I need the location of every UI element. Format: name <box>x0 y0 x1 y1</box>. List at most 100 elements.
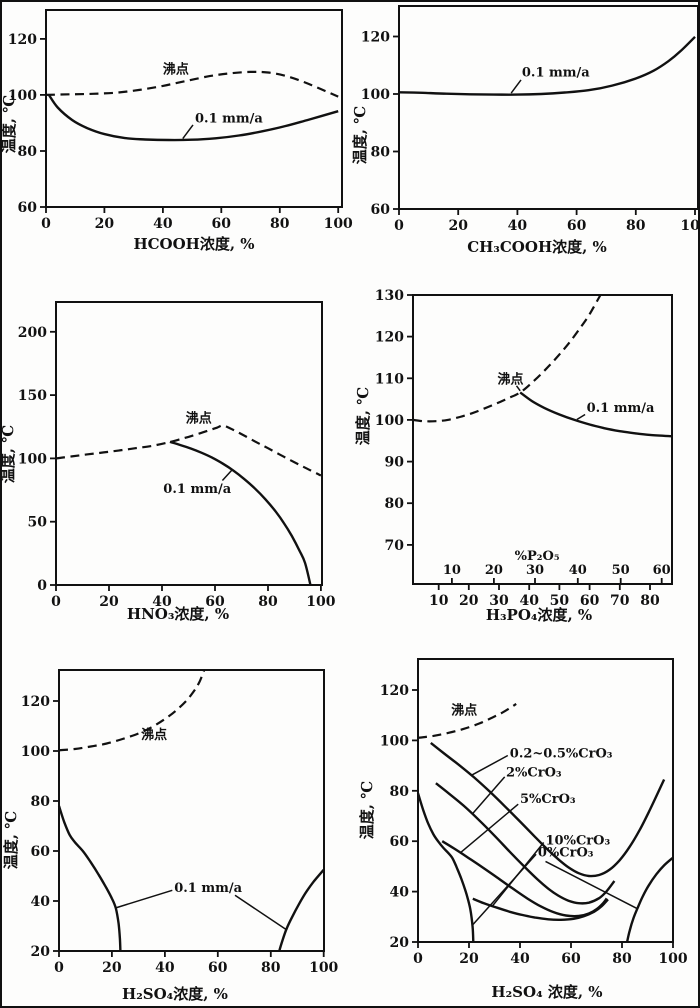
x-tick-label: 40 <box>153 216 173 232</box>
chart-h2so4-cro3: 0 20 40 60 80 10020406080100120沸点0.2~0.5%CrO₃… <box>358 658 688 1001</box>
x-tick-label: 20 <box>448 218 468 234</box>
x-tick-label: 40 <box>519 593 539 609</box>
x-tick-label: 50 <box>550 593 570 609</box>
x-tick-label: 20 <box>102 960 122 976</box>
x-axis-title: CH₃COOH浓度, % <box>467 238 607 256</box>
y-tick-label: 100 <box>361 87 390 103</box>
y-tick-label: 200 <box>18 325 47 341</box>
leader-line <box>221 469 233 482</box>
x-tick-label: 10 <box>429 593 449 609</box>
y-tick-label: 70 <box>385 538 405 554</box>
y-tick-label: 100 <box>21 744 50 760</box>
y-tick-label: 20 <box>390 935 410 951</box>
x-axis-title: H₂SO₄ 浓度, % <box>491 983 602 1001</box>
x-tick-label: 30 <box>489 593 509 609</box>
x-tick-label: 0 <box>394 218 404 234</box>
series-cro3-0-right <box>625 856 674 943</box>
y-tick-label: 100 <box>8 88 37 104</box>
x-tick-label: 60 <box>208 960 228 976</box>
y-tick-label: 40 <box>390 885 410 901</box>
series-cro3-10 <box>472 897 609 922</box>
annotation-rate-01mma: 0.1 mm/a <box>163 482 231 497</box>
plot-box <box>412 294 673 585</box>
series-boiling-point <box>45 70 339 98</box>
chart-hcooh: 0 20 40 60 80 100 60 80 100 120 沸点 0.1 mm/a HCOOH浓度,… <box>2 9 353 253</box>
y-tick-label: 80 <box>371 145 391 161</box>
x-tick-label: 80 <box>258 594 278 610</box>
leader-line <box>234 894 287 931</box>
y-tick-label: 80 <box>390 784 410 800</box>
x-tick-label: 80 <box>626 218 646 234</box>
chart-h3po4: 10 20 30 40 50 60 70 80 70 80 90 100 110 120 130 10 20 30… <box>354 288 673 624</box>
x-tick-label: 40 <box>510 951 530 967</box>
series-cro3-2 <box>435 782 616 905</box>
x-tick-label: 0 <box>41 216 51 232</box>
series-rate-01mma-right <box>278 869 325 952</box>
series-rate-01mma-left <box>57 805 122 952</box>
x-tick-label: 70 <box>610 593 630 609</box>
y-axis-title: 温度, ℃ <box>2 95 18 153</box>
x-tick-label: 80 <box>640 593 660 609</box>
y-tick-label: 120 <box>361 30 390 46</box>
leader-line <box>459 803 519 854</box>
annotation-cro3-2: 2%CrO₃ <box>506 765 562 780</box>
x-tick-label: 100 <box>680 218 700 234</box>
x-tick-label: 0 <box>54 960 64 976</box>
leader-line <box>471 754 509 776</box>
secondary-axis-label: %P₂O₅ <box>515 549 560 564</box>
x-axis-title: HCOOH浓度, % <box>133 235 254 253</box>
annotation-cro3-02-05: 0.2~0.5%CrO₃ <box>510 747 613 762</box>
y-tick-label: 20 <box>31 944 51 960</box>
annotation-rate-01mma: 0.1 mm/a <box>522 65 590 80</box>
x-tick-label: 60 <box>580 593 600 609</box>
x-tick-label: 40 <box>152 594 172 610</box>
leader-line <box>182 124 194 140</box>
series-boiling-point <box>417 702 517 739</box>
annotation-cro3-0: 0%CrO₃ <box>538 846 594 861</box>
secondary-tick-label: 60 <box>653 563 671 578</box>
plot-box <box>58 669 325 952</box>
annotation-cro3-5: 5%CrO₃ <box>520 792 576 807</box>
y-tick-label: 60 <box>31 844 51 860</box>
chart-hno3: 0 20 40 60 80 100 0 50 100 150 200 沸点 0.1 mm/a HNO₃浓度… <box>2 301 336 623</box>
series-boiling-point <box>55 424 322 477</box>
y-tick-label: 80 <box>385 496 405 512</box>
x-tick-label: 0 <box>51 594 61 610</box>
x-tick-label: 40 <box>155 960 175 976</box>
x-tick-label: 80 <box>261 960 281 976</box>
series-rate-01mma <box>519 391 672 438</box>
x-tick-label: 100 <box>309 960 338 976</box>
x-axis-title: HNO₃浓度, % <box>127 605 229 623</box>
leader-line <box>545 860 638 910</box>
y-tick-label: 80 <box>31 794 51 810</box>
series-boiling-point <box>58 669 206 752</box>
y-tick-label: 100 <box>18 451 47 467</box>
annotation-boiling-point: 沸点 <box>141 727 167 743</box>
secondary-tick-label: 50 <box>612 563 630 578</box>
x-tick-label: 60 <box>212 216 232 232</box>
annotation-boiling-point: 沸点 <box>186 410 212 426</box>
y-axis-title: 温度, ℃ <box>354 387 372 445</box>
series-cro3-02-05 <box>430 741 666 878</box>
x-axis-title: H₃PO₄浓度, % <box>486 606 592 624</box>
series-rate-01mma <box>169 440 312 585</box>
plot-box <box>55 301 323 586</box>
series-rate-01mma <box>47 94 339 142</box>
x-tick-label: 60 <box>567 218 587 234</box>
y-tick-label: 90 <box>385 455 405 471</box>
y-axis-title: 温度, ℃ <box>2 425 17 483</box>
y-tick-label: 60 <box>18 200 38 216</box>
plot-box <box>398 5 698 210</box>
leader-line <box>576 413 586 421</box>
secondary-tick-label: 10 <box>443 563 461 578</box>
annotation-cro3-10: 10%CrO₃ <box>546 834 611 849</box>
x-tick-label: 100 <box>658 951 687 967</box>
y-tick-label: 120 <box>8 32 37 48</box>
annotation-rate-01mma: 0.1 mm/a <box>174 881 242 896</box>
plot-box <box>417 658 674 943</box>
y-tick-label: 50 <box>28 515 48 531</box>
y-axis-title: 温度, ℃ <box>358 781 376 839</box>
y-tick-label: 80 <box>18 144 38 160</box>
